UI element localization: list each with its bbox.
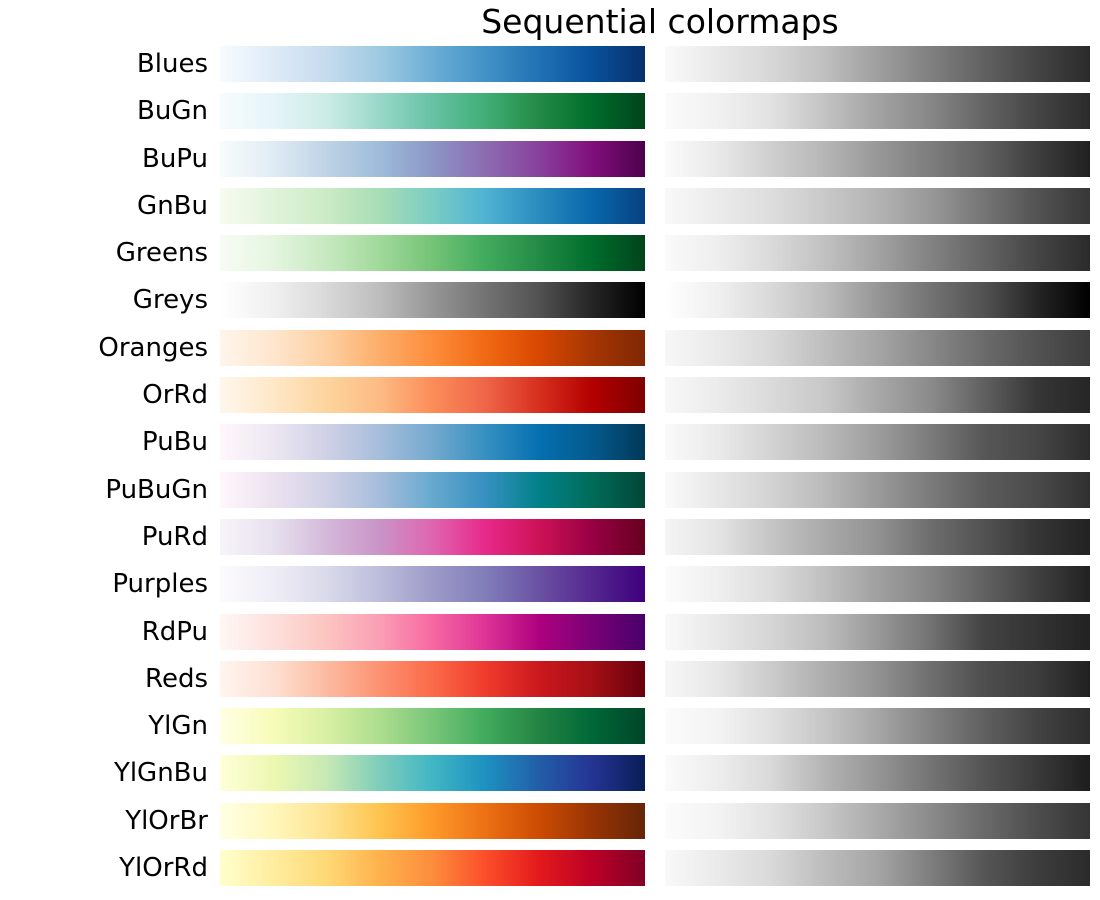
colormap-row: PuRd bbox=[0, 518, 1100, 555]
colormap-label: YlGn bbox=[148, 711, 208, 742]
colormap-row: Blues bbox=[0, 46, 1100, 82]
colormap-grayscale-bar bbox=[665, 93, 1090, 130]
colormap-rows: Blues BuGn BuPu GnBu Greens Greys Oranges OrRd P… bbox=[0, 46, 1100, 887]
colormap-label: PuBuGn bbox=[105, 474, 208, 505]
colormap-label: PuBu bbox=[141, 427, 208, 458]
colormap-gradient-bar bbox=[220, 282, 645, 319]
colormap-row: Purples bbox=[0, 566, 1100, 603]
colormap-row: RdPu bbox=[0, 613, 1100, 650]
colormap-grayscale-bar bbox=[665, 850, 1090, 887]
colormap-label: RdPu bbox=[141, 616, 208, 647]
colormap-grayscale-bar bbox=[665, 282, 1090, 319]
colormap-grayscale-bar bbox=[665, 613, 1090, 650]
colormap-gradient-bar bbox=[220, 755, 645, 792]
colormap-grayscale-bar bbox=[665, 660, 1090, 697]
colormap-row: Reds bbox=[0, 660, 1100, 697]
colormap-gradient-bar bbox=[220, 329, 645, 366]
colormap-grayscale-bar bbox=[665, 187, 1090, 224]
colormap-grayscale-bar bbox=[665, 329, 1090, 366]
colormap-label: YlOrBr bbox=[125, 805, 208, 836]
colormap-grayscale-bar bbox=[665, 424, 1090, 461]
figure-title: Sequential colormaps bbox=[481, 2, 839, 41]
colormap-row: YlOrRd bbox=[0, 850, 1100, 887]
colormap-gradient-bar bbox=[220, 140, 645, 177]
colormap-row: OrRd bbox=[0, 377, 1100, 414]
colormap-row: Greys bbox=[0, 282, 1100, 319]
colormap-gradient-bar bbox=[220, 708, 645, 745]
colormap-row: YlGnBu bbox=[0, 755, 1100, 792]
colormap-grayscale-bar bbox=[665, 235, 1090, 272]
colormap-gradient-bar bbox=[220, 93, 645, 130]
colormap-gradient-bar bbox=[220, 850, 645, 887]
colormap-grayscale-bar bbox=[665, 566, 1090, 603]
colormap-grayscale-bar bbox=[665, 708, 1090, 745]
colormap-row: BuGn bbox=[0, 93, 1100, 130]
colormap-label: Greys bbox=[132, 285, 208, 316]
colormap-gradient-bar bbox=[220, 660, 645, 697]
colormap-label: YlOrRd bbox=[119, 853, 208, 884]
colormap-grayscale-bar bbox=[665, 802, 1090, 839]
colormap-row: Oranges bbox=[0, 329, 1100, 366]
colormap-grayscale-bar bbox=[665, 755, 1090, 792]
colormap-row: PuBu bbox=[0, 424, 1100, 461]
colormap-label: Oranges bbox=[98, 332, 208, 363]
colormap-gradient-bar bbox=[220, 613, 645, 650]
colormap-grayscale-bar bbox=[665, 471, 1090, 508]
colormap-row: GnBu bbox=[0, 187, 1100, 224]
colormap-label: YlGnBu bbox=[113, 758, 208, 789]
colormap-label: Greens bbox=[115, 238, 208, 269]
colormap-gradient-bar bbox=[220, 566, 645, 603]
colormap-row: YlGn bbox=[0, 708, 1100, 745]
colormap-row: Greens bbox=[0, 235, 1100, 272]
colormap-gradient-bar bbox=[220, 424, 645, 461]
colormap-gradient-bar bbox=[220, 471, 645, 508]
colormap-grayscale-bar bbox=[665, 377, 1090, 414]
colormap-label: Blues bbox=[136, 49, 208, 79]
colormap-label: BuPu bbox=[141, 143, 208, 174]
colormap-grayscale-bar bbox=[665, 46, 1090, 82]
colormap-label: OrRd bbox=[142, 380, 208, 411]
colormap-gradient-bar bbox=[220, 187, 645, 224]
colormap-gradient-bar bbox=[220, 802, 645, 839]
colormap-label: GnBu bbox=[137, 190, 208, 221]
colormap-grayscale-bar bbox=[665, 140, 1090, 177]
colormap-label: BuGn bbox=[137, 96, 208, 127]
colormap-gradient-bar bbox=[220, 518, 645, 555]
colormap-grayscale-bar bbox=[665, 518, 1090, 555]
colormap-row: PuBuGn bbox=[0, 471, 1100, 508]
colormap-label: Reds bbox=[145, 663, 208, 694]
colormap-row: BuPu bbox=[0, 140, 1100, 177]
colormap-gradient-bar bbox=[220, 377, 645, 414]
colormap-gradient-bar bbox=[220, 235, 645, 272]
colormap-row: YlOrBr bbox=[0, 802, 1100, 839]
colormap-label: Purples bbox=[112, 569, 208, 600]
colormap-label: PuRd bbox=[141, 521, 208, 552]
colormap-gradient-bar bbox=[220, 46, 645, 82]
